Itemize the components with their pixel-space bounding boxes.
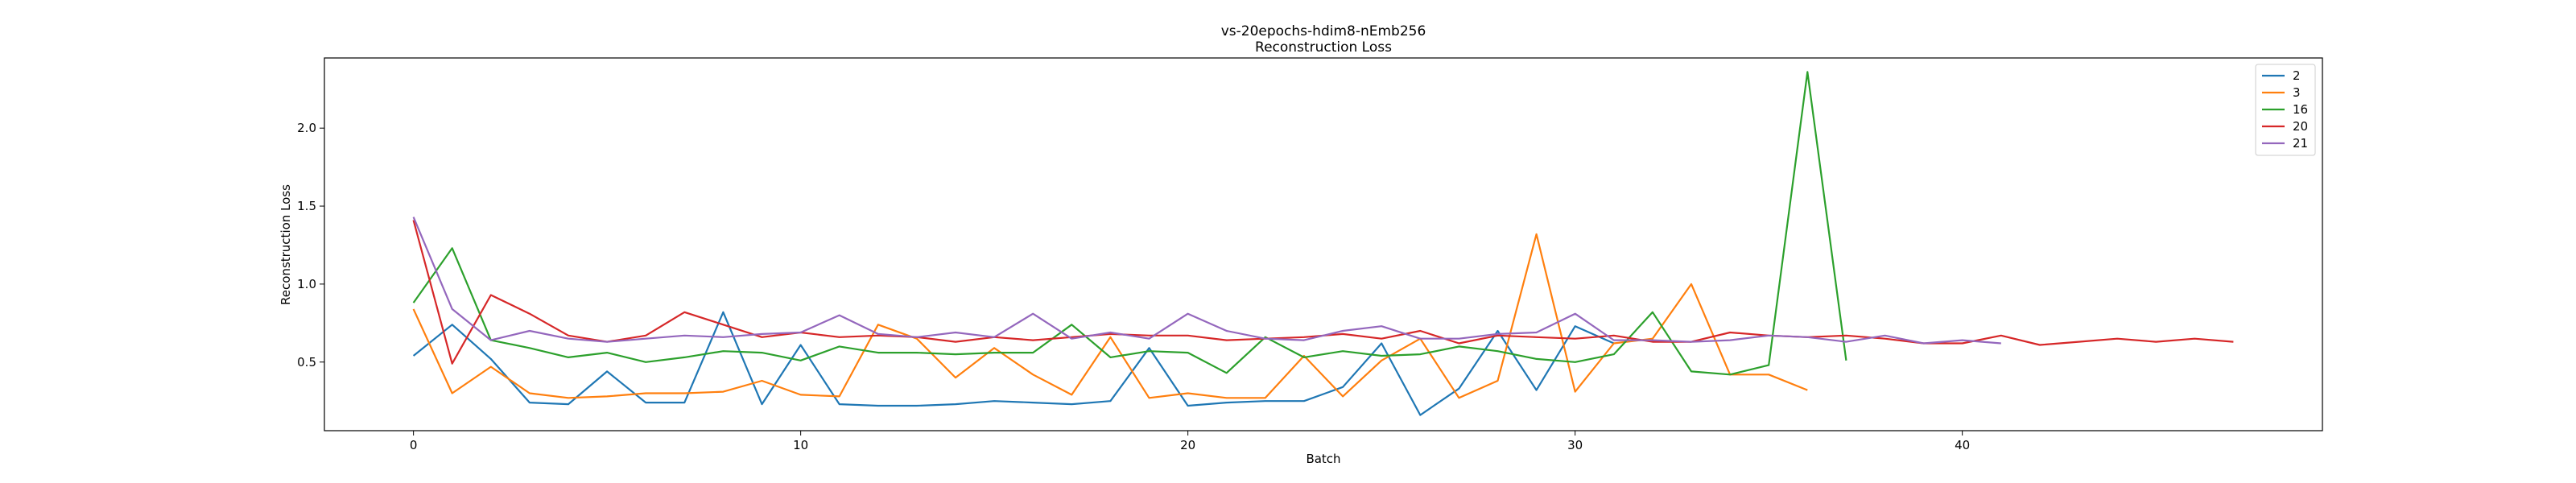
legend-box (2255, 64, 2316, 156)
x-axis-label: Batch (1306, 452, 1340, 466)
chart-title: vs-20epochs-hdim8-nEmb256 (1221, 23, 1426, 39)
series-layer (412, 71, 2234, 416)
x-axis: 0 10 20 30 40 (410, 431, 1970, 452)
x-tick-label: 20 (1180, 438, 1195, 452)
legend-label-2: 2 (2293, 68, 2301, 83)
y-axis-label: Reconstruction Loss (279, 184, 293, 305)
x-tick-label: 30 (1567, 438, 1583, 452)
x-tick-label: 40 (1955, 438, 1970, 452)
legend-label-3: 3 (2293, 85, 2301, 100)
series-line-21 (412, 217, 2001, 345)
series-line-16 (412, 71, 1847, 376)
y-tick-label: 1.5 (297, 199, 316, 213)
legend-label-20: 20 (2293, 119, 2308, 134)
x-tick-label: 0 (410, 438, 418, 452)
y-tick-label: 1.0 (297, 277, 316, 291)
legend-label-21: 21 (2293, 136, 2308, 151)
x-tick-label: 10 (793, 438, 808, 452)
series-line-2 (412, 311, 1615, 416)
legend: 2 3 16 20 21 (2255, 64, 2316, 156)
series-line-3 (412, 233, 1808, 399)
legend-label-16: 16 (2293, 102, 2308, 117)
y-tick-label: 0.5 (297, 355, 316, 369)
chart-subtitle: Reconstruction Loss (1255, 39, 1392, 56)
plot-area-frame (324, 57, 2323, 431)
y-tick-label: 2.0 (297, 121, 316, 135)
y-axis: 0.5 1.0 1.5 2.0 (297, 121, 324, 369)
